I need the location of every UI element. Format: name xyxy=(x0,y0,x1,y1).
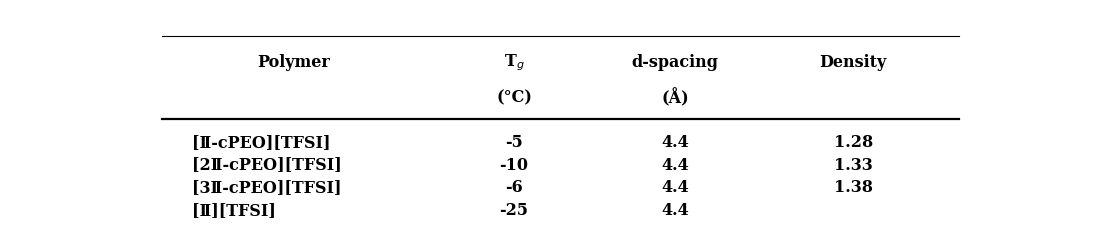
Text: -10: -10 xyxy=(500,156,528,174)
Text: [3Ⅱ-cPEO][TFSI]: [3Ⅱ-cPEO][TFSI] xyxy=(191,180,341,196)
Text: 1.33: 1.33 xyxy=(834,156,873,174)
Text: -25: -25 xyxy=(500,202,528,219)
Text: 4.4: 4.4 xyxy=(661,156,689,174)
Text: -5: -5 xyxy=(505,134,523,151)
Text: T$_g$: T$_g$ xyxy=(503,52,524,73)
Text: [2Ⅱ-cPEO][TFSI]: [2Ⅱ-cPEO][TFSI] xyxy=(191,156,341,174)
Text: 4.4: 4.4 xyxy=(661,134,689,151)
Text: 1.28: 1.28 xyxy=(834,134,873,151)
Text: [Ⅱ-cPEO][TFSI]: [Ⅱ-cPEO][TFSI] xyxy=(191,134,330,151)
Text: [Ⅱ][TFSI]: [Ⅱ][TFSI] xyxy=(191,202,276,219)
Text: (°C): (°C) xyxy=(496,90,532,106)
Text: Polymer: Polymer xyxy=(257,54,330,71)
Text: 4.4: 4.4 xyxy=(661,180,689,196)
Text: Density: Density xyxy=(819,54,887,71)
Text: (Å): (Å) xyxy=(661,89,689,107)
Text: 1.38: 1.38 xyxy=(834,180,873,196)
Text: 4.4: 4.4 xyxy=(661,202,689,219)
Text: -6: -6 xyxy=(505,180,523,196)
Text: d-spacing: d-spacing xyxy=(631,54,719,71)
